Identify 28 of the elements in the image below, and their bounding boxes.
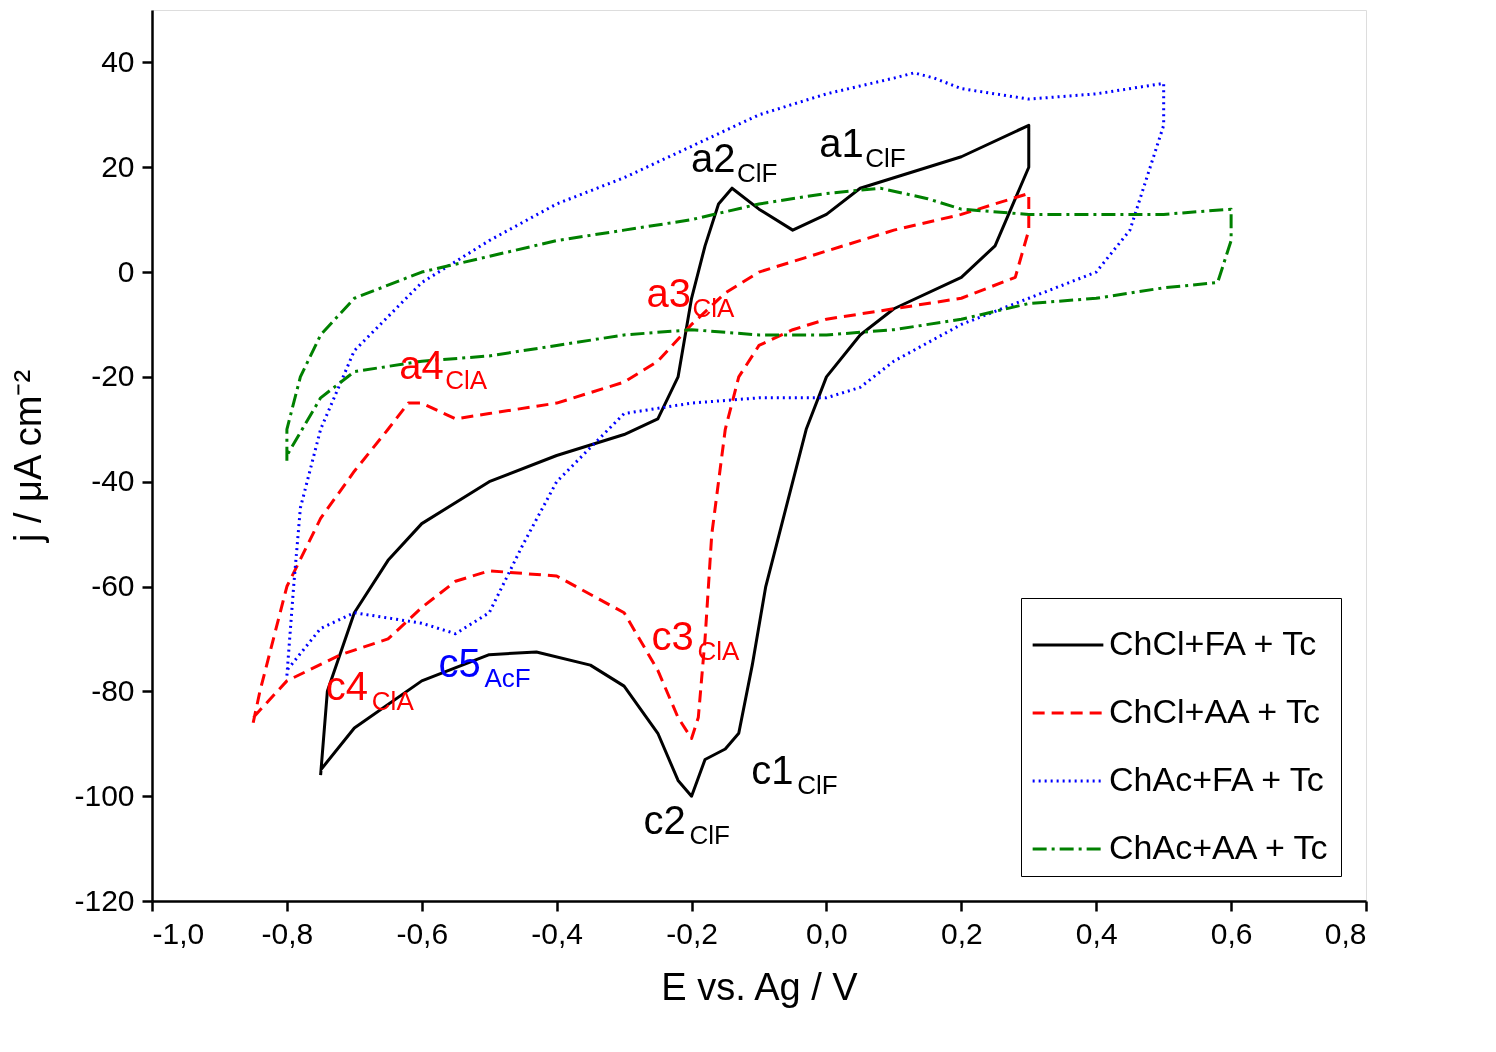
- legend-label: ChCl+AA + Tc: [1109, 692, 1321, 730]
- y-tick-label: 20: [101, 149, 135, 183]
- y-tick-label: -80: [91, 673, 135, 707]
- x-tick-label: 0,0: [806, 916, 848, 950]
- x-tick-label: -0,6: [396, 916, 449, 950]
- x-tick-label: 0,8: [1324, 916, 1367, 950]
- legend-label: ChCl+FA + Tc: [1109, 624, 1317, 662]
- legend-label: ChAc+FA + Tc: [1109, 760, 1324, 798]
- y-tick-label: -40: [91, 464, 135, 498]
- x-tick-label: -0,2: [666, 916, 718, 950]
- x-tick-label: -1,0: [152, 916, 205, 950]
- y-tick-label: -60: [91, 569, 135, 603]
- x-tick-label: 0,2: [940, 916, 983, 950]
- y-tick-label: -20: [91, 359, 135, 393]
- line-series: [319, 123, 1031, 798]
- y-tick-label: -120: [74, 883, 135, 917]
- line-series: [251, 191, 1031, 741]
- x-tick-label: -0,8: [261, 916, 314, 950]
- y-axis-title: j / μA cm⁻²: [7, 369, 50, 544]
- legend-label: ChAc+AA + Tc: [1109, 828, 1328, 866]
- y-tick-label: -100: [74, 778, 135, 812]
- x-tick-label: 0,4: [1075, 916, 1118, 950]
- y-tick-label: 0: [117, 254, 135, 288]
- y-tick-label: 40: [101, 44, 135, 78]
- line-series: [285, 186, 1233, 463]
- x-axis-title: E vs. Ag / V: [661, 965, 859, 1008]
- x-tick-label: 0,6: [1210, 916, 1253, 950]
- x-tick-label: -0,4: [531, 916, 584, 950]
